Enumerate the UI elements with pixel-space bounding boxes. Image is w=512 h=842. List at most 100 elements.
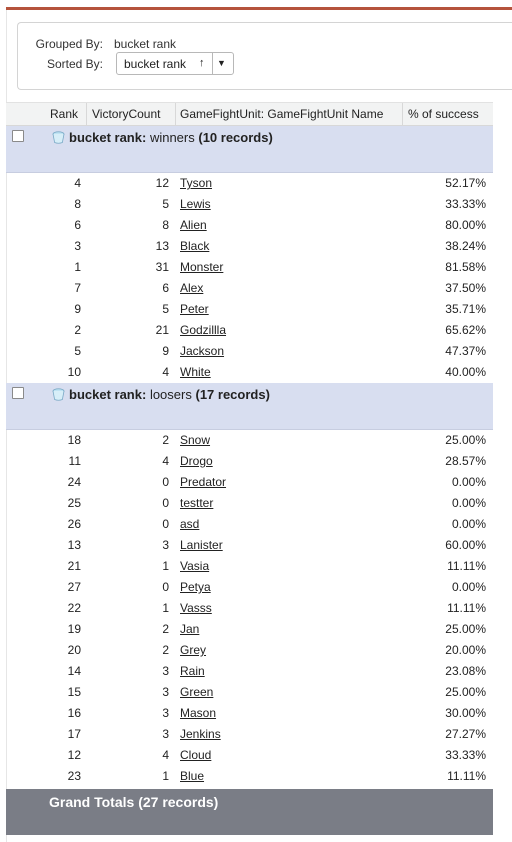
unit-name-link[interactable]: White: [180, 365, 211, 379]
victory-count-cell: 2: [162, 622, 169, 636]
victory-count-cell: 0: [162, 580, 169, 594]
unit-name-link[interactable]: Vasia: [180, 559, 210, 573]
unit-name-link[interactable]: Vasss: [180, 601, 212, 615]
report-body: bucket rank: winners (10 records) 4 12 Tyso…: [6, 126, 493, 787]
rank-cell: 18: [67, 433, 81, 447]
success-percent-cell: 52.17%: [445, 176, 486, 190]
success-percent-cell: 20.00%: [445, 643, 486, 657]
rank-cell: 24: [67, 475, 81, 489]
unit-name-link[interactable]: Jenkins: [180, 727, 221, 741]
success-percent-cell: 11.11%: [447, 559, 486, 573]
column-header-row: Rank VictoryCount GameFightUnit: GameFig…: [6, 102, 493, 126]
success-percent-cell: 33.33%: [445, 748, 486, 762]
table-row: 5 9 Jackson 47.37%: [6, 341, 493, 362]
table-row: 8 5 Lewis 33.33%: [6, 194, 493, 215]
unit-name-link[interactable]: Peter: [180, 302, 209, 316]
unit-name-link[interactable]: Lanister: [180, 538, 223, 552]
unit-name-link[interactable]: Tyson: [180, 176, 213, 190]
unit-name-link[interactable]: Alien: [180, 218, 207, 232]
rank-cell: 19: [67, 622, 81, 636]
victory-count-cell: 4: [162, 365, 169, 379]
sort-ascending-icon: ↑: [199, 57, 205, 69]
table-row: 15 3 Green 25.00%: [6, 682, 493, 703]
group-field-name: bucket rank:: [69, 387, 147, 402]
success-percent-cell: 37.50%: [445, 281, 486, 295]
table-row: 19 2 Jan 25.00%: [6, 619, 493, 640]
success-percent-cell: 40.00%: [445, 365, 486, 379]
sort-by-select[interactable]: bucket rank ↑ ▼: [116, 52, 234, 75]
group-record-count: (10 records): [198, 130, 273, 145]
unit-name-link[interactable]: testter: [180, 496, 214, 510]
unit-name-link[interactable]: Grey: [180, 643, 207, 657]
grouped-by-label: Grouped By:: [35, 37, 103, 51]
table-row: 26 0 asd 0.00%: [6, 514, 493, 535]
group-checkbox[interactable]: [12, 387, 24, 399]
unit-name-link[interactable]: Monster: [180, 260, 224, 274]
unit-name-link[interactable]: Predator: [180, 475, 227, 489]
column-header-unit-name[interactable]: GameFightUnit: GameFightUnit Name: [180, 107, 384, 121]
rank-cell: 27: [67, 580, 81, 594]
grouped-by-value: bucket rank: [114, 37, 177, 51]
unit-name-link[interactable]: Cloud: [180, 748, 212, 762]
unit-name-link[interactable]: Snow: [180, 433, 211, 447]
victory-count-cell: 12: [155, 176, 169, 190]
unit-name-link[interactable]: Mason: [180, 706, 217, 720]
table-row: 11 4 Drogo 28.57%: [6, 451, 493, 472]
table-row: 6 8 Alien 80.00%: [6, 215, 493, 236]
rank-cell: 15: [67, 685, 81, 699]
grand-totals-label: Grand Totals (27 records): [49, 794, 219, 810]
rank-cell: 11: [68, 454, 81, 468]
unit-name-link[interactable]: Blue: [180, 769, 205, 783]
group-field-name: bucket rank:: [69, 130, 147, 145]
unit-name-link[interactable]: Petya: [180, 580, 211, 594]
victory-count-cell: 0: [162, 496, 169, 510]
victory-count-cell: 4: [162, 454, 169, 468]
grouping-summary: Grouped By: bucket rank Sorted By: bucke…: [17, 22, 512, 90]
unit-name-link[interactable]: Jan: [180, 622, 200, 636]
unit-name-link[interactable]: Lewis: [180, 197, 211, 211]
table-row: 1 31 Monster 81.58%: [6, 257, 493, 278]
rank-cell: 2: [74, 323, 81, 337]
group-label: bucket rank: winners (10 records): [69, 130, 273, 145]
column-separator: [86, 103, 87, 125]
rank-cell: 13: [67, 538, 81, 552]
unit-name-link[interactable]: asd: [180, 517, 200, 531]
rank-cell: 6: [74, 218, 81, 232]
success-percent-cell: 27.27%: [445, 727, 486, 741]
victory-count-cell: 4: [162, 748, 169, 762]
unit-name-link[interactable]: Rain: [180, 664, 205, 678]
chevron-down-icon[interactable]: ▼: [217, 58, 226, 68]
success-percent-cell: 60.00%: [445, 538, 486, 552]
rank-cell: 9: [74, 302, 81, 316]
table-row: 16 3 Mason 30.00%: [6, 703, 493, 724]
table-row: 14 3 Rain 23.08%: [6, 661, 493, 682]
unit-name-link[interactable]: Drogo: [180, 454, 213, 468]
select-divider: [212, 53, 213, 74]
column-header-success[interactable]: % of success: [408, 107, 479, 121]
rank-cell: 7: [74, 281, 81, 295]
unit-name-link[interactable]: Alex: [180, 281, 204, 295]
success-percent-cell: 0.00%: [451, 475, 486, 489]
rank-cell: 8: [74, 197, 81, 211]
success-percent-cell: 47.37%: [445, 344, 486, 358]
sort-by-value: bucket rank: [124, 57, 187, 71]
victory-count-cell: 6: [162, 281, 169, 295]
rank-cell: 16: [67, 706, 81, 720]
table-row: 17 3 Jenkins 27.27%: [6, 724, 493, 745]
unit-name-link[interactable]: Jackson: [180, 344, 225, 358]
victory-count-cell: 3: [162, 664, 169, 678]
success-percent-cell: 11.11%: [447, 769, 486, 783]
unit-name-link[interactable]: Black: [180, 239, 210, 253]
success-percent-cell: 11.11%: [447, 601, 486, 615]
unit-name-link[interactable]: Godzillla: [180, 323, 227, 337]
rank-cell: 1: [74, 260, 81, 274]
rank-cell: 21: [67, 559, 81, 573]
victory-count-cell: 5: [162, 197, 169, 211]
column-header-rank[interactable]: Rank: [50, 107, 79, 121]
group-checkbox[interactable]: [12, 130, 24, 142]
unit-name-link[interactable]: Green: [180, 685, 214, 699]
column-header-victorycount[interactable]: VictoryCount: [92, 107, 161, 121]
victory-count-cell: 2: [162, 433, 169, 447]
victory-count-cell: 3: [162, 727, 169, 741]
table-row: 21 1 Vasia 11.11%: [6, 556, 493, 577]
